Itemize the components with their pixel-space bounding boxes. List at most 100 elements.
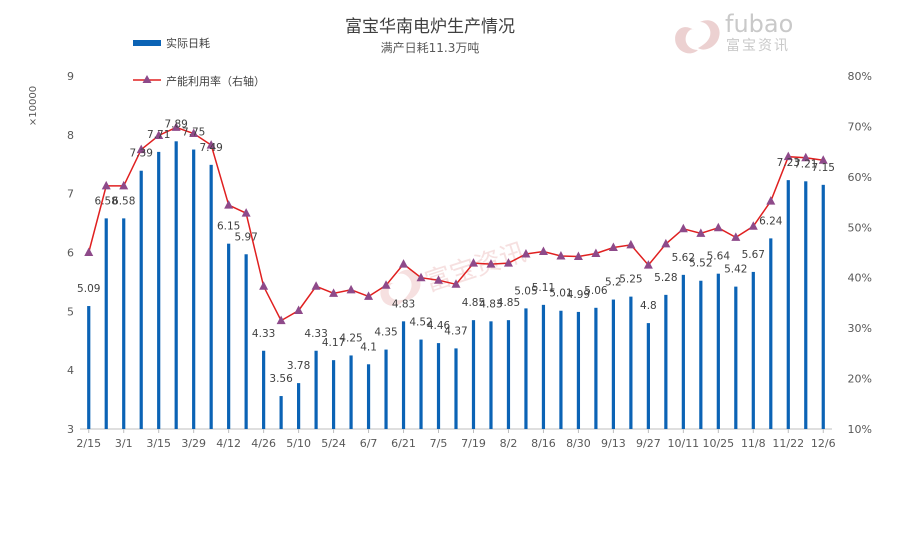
bar (262, 350, 266, 429)
line-marker (329, 288, 339, 297)
bar (611, 299, 615, 429)
bar (646, 323, 650, 429)
bar-data-label: 4.85 (462, 297, 485, 309)
y-right-tick-label: 10% (848, 423, 872, 436)
bar-data-label: 6.58 (112, 195, 135, 207)
y-left-tick-label: 7 (67, 188, 74, 201)
line-marker (521, 249, 531, 258)
bar-data-label: 5.52 (689, 258, 712, 270)
bar-data-label: 7.21 (794, 158, 817, 170)
line-marker (259, 281, 269, 290)
y-left-tick-label: 9 (67, 70, 74, 83)
bar (594, 307, 598, 429)
line-marker (311, 281, 321, 290)
y-left-tick-label: 8 (67, 129, 74, 142)
bar (541, 304, 546, 429)
data-labels: 5.09 6.586.58 7.39 7.717.897.75 7.49 6.155.97… (77, 118, 835, 385)
bar-data-label: 7.75 (182, 127, 205, 139)
x-tick-label: 5/10 (286, 437, 311, 450)
bar-data-label: 7.23 (777, 157, 800, 169)
x-tick-label: 6/21 (391, 437, 416, 450)
bar (122, 218, 126, 429)
bar (419, 339, 423, 429)
bar-data-label: 4.33 (304, 328, 327, 340)
bar (174, 141, 178, 429)
bar (331, 360, 336, 429)
bar-data-label: 6.58 (95, 195, 118, 207)
bar (629, 296, 633, 429)
x-tick-label: 7/19 (461, 437, 486, 450)
chart-subtitle: 满产日耗11.3万吨 (381, 41, 480, 55)
bar (681, 274, 685, 429)
chart-title: 富宝华南电炉生产情况 (345, 17, 515, 37)
x-tick-label: 11/8 (741, 437, 766, 450)
fubao-logo-cn: 富宝资讯 (726, 37, 790, 54)
utilization-line (87, 126, 824, 322)
y-left-tick-label: 3 (67, 423, 74, 436)
bar-data-label: 5.2 (605, 277, 622, 289)
line-marker (591, 248, 601, 258)
bar (576, 311, 581, 429)
y-multiplier-label: ×10000 (28, 86, 39, 126)
x-tick-label: 10/25 (702, 437, 734, 450)
x-tick-label: 7/5 (430, 437, 448, 450)
bar-data-label: 5.28 (654, 272, 677, 284)
line-marker (818, 155, 828, 164)
x-tick-label: 8/30 (566, 437, 591, 450)
bar-data-label: 3.78 (287, 360, 310, 372)
line-marker (468, 258, 478, 267)
bar-data-label: 7.89 (164, 118, 187, 130)
line-marker (713, 222, 723, 232)
bar-data-label: 4.37 (444, 325, 467, 337)
line-marker (556, 251, 566, 260)
legend-bar-label: 实际日耗 (166, 36, 210, 50)
bar-data-label: 5.01 (549, 288, 572, 300)
line-marker (241, 208, 251, 217)
bar (471, 320, 476, 429)
bar (489, 321, 493, 429)
y-right-tick-label: 80% (848, 70, 872, 83)
x-tick-label: 3/1 (115, 437, 133, 450)
bar (244, 254, 248, 429)
fubao-logo-icon (675, 20, 720, 54)
x-tick-label: 6/7 (360, 437, 378, 450)
line-marker (643, 260, 653, 269)
bar (769, 238, 773, 429)
line-series (84, 122, 828, 325)
line-marker (276, 315, 286, 325)
bar-data-label: 5.64 (707, 251, 731, 263)
line-marker (346, 284, 356, 294)
bar (279, 396, 283, 429)
bar (209, 164, 213, 430)
line-marker (608, 242, 618, 251)
bar-data-label: 4.1 (360, 341, 377, 353)
y-left-tick-label: 6 (67, 247, 74, 260)
x-tick-label: 4/12 (216, 437, 241, 450)
bar (821, 184, 825, 429)
line-marker (364, 291, 374, 300)
bar (524, 308, 528, 429)
bar (157, 151, 161, 429)
bar-data-label: 4.46 (427, 320, 451, 332)
line-marker (503, 258, 513, 267)
bar-data-label: 7.15 (812, 162, 835, 174)
bar (804, 181, 808, 429)
bar (559, 310, 563, 429)
x-tick-label: 10/11 (667, 437, 699, 450)
bar (87, 306, 91, 429)
bar (384, 349, 388, 429)
fubao-logo-brand: fubao (725, 10, 793, 38)
axes: 3 4 5 6 7 8 9 10% 20% 30% 40% 50% 60% 70% 80% 2/15 3/1 3/… (67, 70, 872, 450)
bar (227, 243, 231, 429)
bar-data-label: 4.35 (374, 327, 397, 339)
line-marker (399, 259, 409, 268)
bar-data-label: 4.83 (479, 298, 502, 310)
line-marker (783, 151, 793, 161)
line-marker (696, 228, 706, 237)
x-tick-label: 9/27 (636, 437, 661, 450)
x-tick-label: 8/16 (531, 437, 556, 450)
legend-bar-swatch (133, 40, 161, 46)
bar (139, 170, 143, 429)
